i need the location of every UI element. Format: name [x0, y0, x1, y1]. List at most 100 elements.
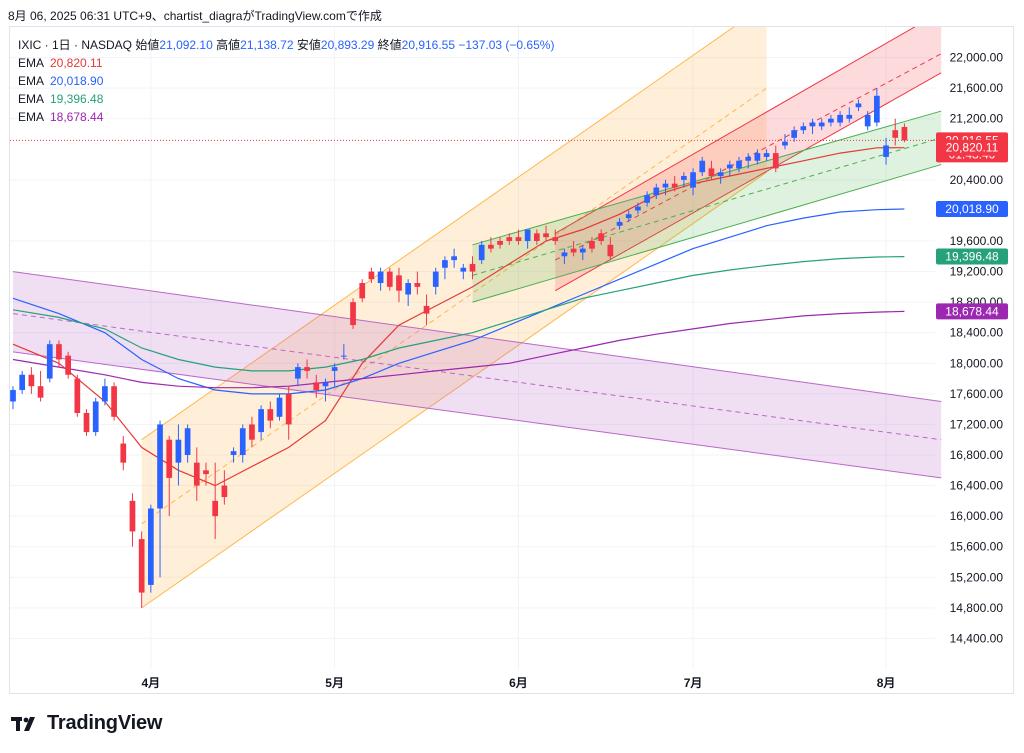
channel-green-upper	[472, 110, 942, 246]
ema-row-1[interactable]: EMA 20,820.11	[18, 54, 554, 72]
x-tick-label: 4月	[142, 676, 161, 690]
chart-frame[interactable]: 14,400.00 14,800.00 15,200.00 15,600.00 16,0…	[9, 3, 1015, 695]
tradingview-logo-icon	[11, 716, 35, 731]
candle-body	[533, 233, 540, 241]
candle-body	[552, 237, 559, 241]
candle-body	[120, 443, 127, 463]
candle-body	[864, 114, 871, 127]
y-tick-label: 21,600.00	[950, 81, 1004, 95]
candle-body	[837, 114, 843, 123]
x-tick-label: 6月	[509, 676, 528, 690]
y-tick-label: 18,000.00	[950, 356, 1004, 370]
high-value: 21,138.72	[240, 38, 294, 52]
open-value: 21,092.10	[159, 38, 213, 52]
candle-body	[736, 160, 742, 169]
price-tag-bg	[936, 248, 1008, 265]
candle-body	[644, 195, 650, 203]
candle-body	[239, 428, 246, 455]
ema-row-2[interactable]: EMA 20,018.90	[18, 72, 554, 90]
candle-body	[579, 248, 586, 253]
candle-body	[203, 470, 209, 475]
ema-label: EMA	[18, 74, 45, 88]
channel-purple-median	[12, 313, 942, 441]
candle-body	[671, 183, 678, 188]
ema-line-4	[12, 310, 905, 389]
candle-body	[607, 244, 614, 257]
candle-body	[340, 355, 347, 357]
candle-body	[74, 378, 81, 413]
y-tick-label: 16,000.00	[950, 509, 1004, 523]
candle-body	[818, 122, 825, 127]
candle-body	[809, 122, 816, 127]
ema-line-3	[12, 256, 905, 372]
x-tick-label: 7月	[684, 676, 703, 690]
candle-body	[92, 401, 99, 433]
candle-body	[414, 283, 421, 287]
candle-body	[460, 267, 467, 272]
channel-green-lower	[472, 164, 942, 303]
y-tick-label: 21,200.00	[950, 112, 1004, 126]
ema-value-red: 20,820.11	[50, 56, 103, 70]
ema-row-4[interactable]: EMA 18,678.44	[18, 108, 554, 126]
candle-body	[892, 130, 899, 138]
candle-body	[478, 244, 485, 261]
channel-purple-upper	[12, 271, 942, 402]
candle-body	[138, 539, 145, 593]
candle-body	[432, 271, 439, 287]
candle-body	[745, 156, 752, 161]
y-tick-label: 18,400.00	[950, 326, 1004, 340]
candle-body	[65, 355, 71, 375]
candle-body	[304, 367, 310, 371]
candle-body	[322, 382, 329, 387]
ema-row-3[interactable]: EMA 19,396.48	[18, 90, 554, 108]
candle-body	[258, 409, 264, 433]
candle-body	[726, 164, 733, 169]
x-tick-label: 8月	[877, 676, 896, 690]
y-tick-label: 16,800.00	[950, 448, 1004, 462]
candle-body	[102, 386, 108, 402]
candle-body	[524, 229, 531, 241]
candle-body	[83, 412, 90, 433]
candle-body	[506, 237, 513, 241]
candle-body	[846, 114, 853, 119]
y-tick-label: 15,200.00	[950, 570, 1004, 584]
symbol-label[interactable]: IXIC · 1日 · NASDAQ	[18, 38, 133, 52]
candle-body	[166, 439, 173, 478]
candle-body	[635, 206, 641, 211]
candle-body	[782, 141, 788, 146]
candle-body	[515, 237, 522, 241]
close-label: 終値	[377, 38, 402, 52]
channel-red-upper	[554, 11, 942, 234]
price-tag-text: 20,018.90	[945, 202, 999, 216]
y-tick-label: 14,800.00	[950, 601, 1004, 615]
y-tick-label: 15,600.00	[950, 540, 1004, 554]
chart-legend: IXIC · 1日 · NASDAQ 始値21,092.10 高値21,138.…	[18, 36, 554, 126]
candle-body	[350, 302, 356, 326]
candle-body	[442, 260, 448, 268]
candle-body	[267, 409, 274, 421]
candle-body	[423, 305, 430, 314]
ema-label: EMA	[18, 92, 45, 106]
candle-body	[625, 214, 632, 219]
tradingview-branding[interactable]: TradingView	[11, 712, 162, 735]
ema-value-blue: 20,018.90	[50, 74, 104, 88]
close-value: 20,916.55	[401, 38, 456, 52]
ema-value-green: 19,396.48	[50, 92, 104, 106]
candle-body	[570, 248, 577, 253]
price-tag-text: 20,820.11	[946, 141, 999, 155]
candle-body	[589, 241, 595, 249]
candle-body	[313, 382, 320, 391]
candle-body	[883, 145, 889, 157]
candle-body	[488, 244, 494, 249]
channel-purple-fill	[13, 271, 942, 478]
candle-body	[359, 283, 366, 299]
candle-body	[157, 424, 163, 509]
price-chart[interactable]: 14,400.00 14,800.00 15,200.00 15,600.00 16,0…	[10, 3, 1015, 695]
candle-body	[855, 103, 862, 108]
candle-body	[386, 271, 393, 287]
candle-body	[184, 428, 191, 455]
candle-body	[28, 374, 35, 387]
candle-body	[699, 160, 706, 173]
candle-body	[901, 126, 908, 141]
ema-label: EMA	[18, 110, 45, 124]
